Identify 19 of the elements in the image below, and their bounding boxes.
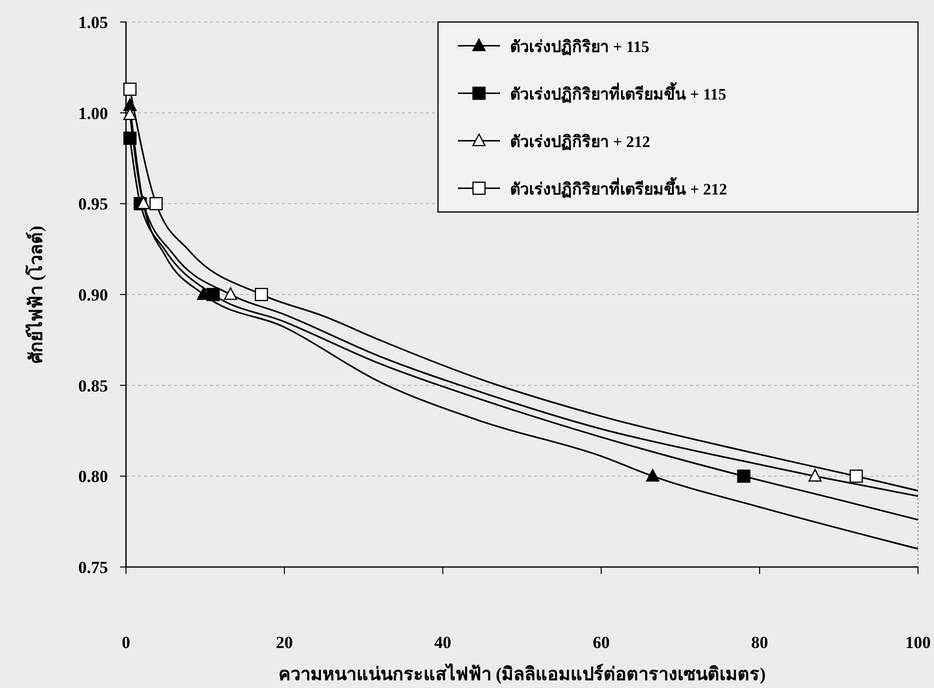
y-tick-label: 0.85 (78, 376, 108, 396)
x-tick-label: 80 (751, 633, 768, 652)
y-tick-label: 1.00 (78, 104, 108, 123)
x-tick-label: 60 (592, 633, 610, 652)
y-tick-label: 1.05 (78, 13, 108, 32)
y-tick-label: 0.95 (78, 194, 108, 214)
x-tick-label: 100 (905, 633, 931, 652)
y-tick-label: 0.75 (78, 558, 108, 577)
y-tick-label: 0.90 (78, 286, 108, 304)
legend-label: ตัวเร่งปฏิกิริยา + 212 (510, 132, 650, 151)
y-tick-label: 0.80 (78, 467, 108, 486)
x-tick-label: 0 (122, 633, 130, 652)
x-tick-label: 20 (276, 633, 293, 652)
x-tick-label: 40 (434, 633, 452, 652)
x-axis-title: ความหนาแน่นกระแสไฟฟ้า (มิลลิแอมแปร์ต่อตารางเซนติเมตร) (278, 663, 766, 684)
legend-label: ตัวเร่งปฏิกิริยา + 115 (510, 38, 650, 56)
legend-label: ตัวเร่งปฏิกิริยาที่เตรียมขึ้น + 115 (510, 81, 726, 104)
legend-label: ตัวเร่งปฏิกิริยาที่เตรียมขึ้น + 212 (510, 176, 728, 198)
y-axis-title: ศักย์ไฟฟ้า (โวลต์) (25, 226, 46, 364)
